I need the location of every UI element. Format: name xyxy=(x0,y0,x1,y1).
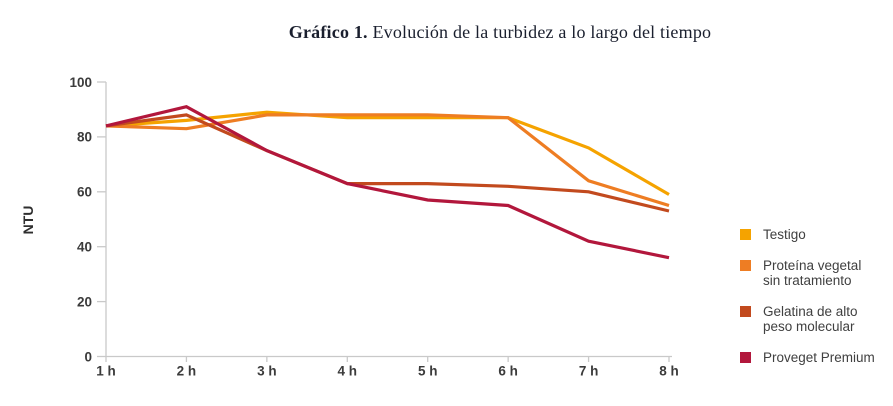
legend-label: Gelatina de alto peso molecular xyxy=(763,303,858,335)
legend-item: Proteína vegetal sin tratamiento xyxy=(740,258,875,289)
x-tick-label: 2 h xyxy=(177,364,197,379)
x-tick-label: 7 h xyxy=(579,364,599,379)
y-axis-title: NTU xyxy=(20,206,36,235)
legend-label: Proveget Premium xyxy=(763,349,875,365)
y-tick-label: 40 xyxy=(77,240,92,255)
chart-title-text: Evolución de la turbidez a lo largo del … xyxy=(372,22,712,42)
x-tick-label: 3 h xyxy=(257,364,277,379)
chart-title-prefix: Gráfico 1. xyxy=(288,22,368,42)
legend-item: Gelatina de alto peso molecular xyxy=(740,304,875,335)
series-line-gelatina-de-alto-peso-molecular xyxy=(105,113,670,213)
legend-label: Proteína vegetal sin tratamiento xyxy=(763,257,862,289)
x-tick-label: 1 h xyxy=(96,364,116,379)
series-line-proteina-vegetal-sin-tratamiento xyxy=(105,113,670,208)
series-line-proveget-premium xyxy=(105,105,670,260)
y-tick-label: 20 xyxy=(77,294,92,309)
axes: 0 20 40 60 80 100 1 h 2 h 3 h 4 h 5 h 6 h 7 h 8 h xyxy=(69,75,678,379)
legend-swatch xyxy=(740,259,751,271)
legend-item: Testigo xyxy=(740,227,875,243)
x-tick-label: 8 h xyxy=(659,364,679,379)
series-lines xyxy=(105,105,670,260)
y-tick-label: 80 xyxy=(77,130,92,145)
legend-swatch xyxy=(740,229,751,240)
y-tick-label: 100 xyxy=(69,75,92,90)
legend: Testigo Proteína vegetal sin tratamiento G… xyxy=(740,227,875,365)
x-tick-label: 6 h xyxy=(498,364,518,379)
legend-swatch xyxy=(740,305,751,317)
legend-swatch xyxy=(740,351,751,363)
x-tick-label: 4 h xyxy=(338,364,358,379)
legend-label: Testigo xyxy=(763,227,806,242)
y-tick-label: 60 xyxy=(77,185,92,200)
chart-title: Gráfico 1. Evolución de la turbidez a lo… xyxy=(107,22,893,43)
x-tick-label: 5 h xyxy=(418,364,438,379)
y-tick-label: 0 xyxy=(84,349,92,364)
legend-item: Proveget Premium xyxy=(740,350,875,366)
series-line-testigo xyxy=(105,110,670,196)
